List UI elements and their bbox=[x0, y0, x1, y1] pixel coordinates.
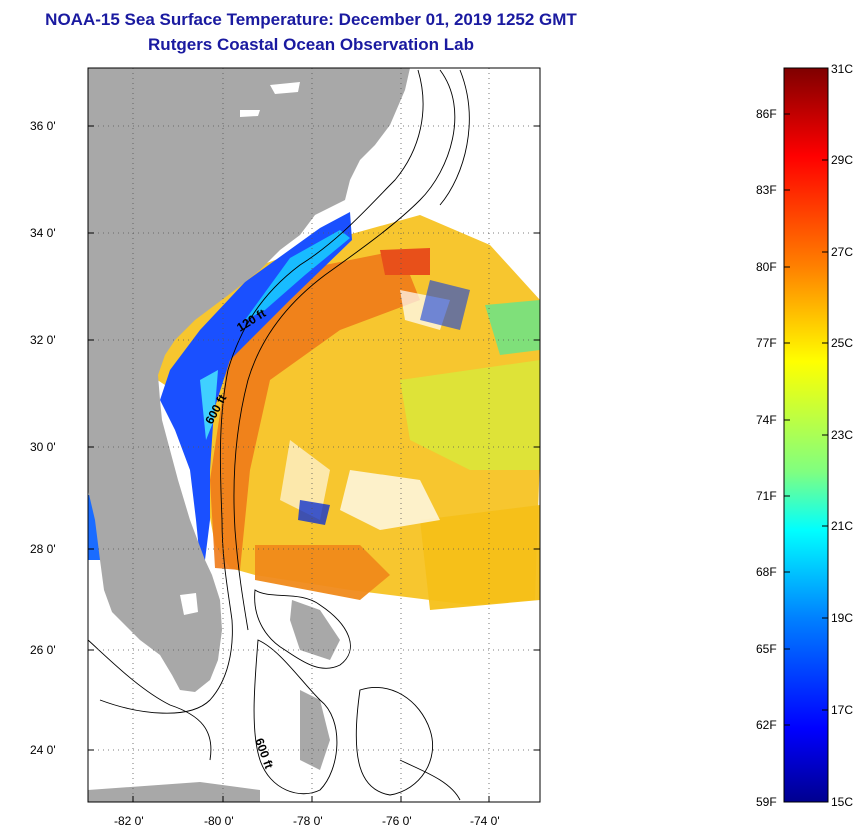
map-frame bbox=[87, 67, 541, 803]
lat-label: 26 0' bbox=[30, 643, 56, 657]
lat-label: 24 0' bbox=[30, 743, 56, 757]
colorbar-label-c: 25C bbox=[831, 336, 853, 350]
colorbar-label-c: 23C bbox=[831, 428, 853, 442]
colorbar-label-f: 77F bbox=[756, 336, 777, 350]
colorbar-label-c: 29C bbox=[831, 153, 853, 167]
lon-label: -78 0' bbox=[293, 814, 323, 828]
lon-label: -74 0' bbox=[470, 814, 500, 828]
map-subtitle: Rutgers Coastal Ocean Observation Lab bbox=[148, 35, 474, 54]
graticule bbox=[88, 68, 540, 802]
map-title: NOAA-15 Sea Surface Temperature: Decembe… bbox=[45, 10, 577, 29]
colorbar-gradient bbox=[783, 67, 829, 803]
sst-map: 120 ft 600 ft 600 ft 36 0' 34 0' 32 0' 3… bbox=[30, 67, 541, 828]
lon-label: -82 0' bbox=[114, 814, 144, 828]
colorbar-label-c: 15C bbox=[831, 795, 853, 809]
lon-label: -80 0' bbox=[204, 814, 234, 828]
axis-ticks bbox=[88, 125, 540, 802]
colorbar-label-f: 62F bbox=[756, 718, 777, 732]
lon-label: -76 0' bbox=[382, 814, 412, 828]
colorbar-label-f: 59F bbox=[756, 795, 777, 809]
colorbar-label-c: 27C bbox=[831, 245, 853, 259]
colorbar-label-c: 19C bbox=[831, 611, 853, 625]
colorbar-label-f: 86F bbox=[756, 107, 777, 121]
lat-label: 32 0' bbox=[30, 333, 56, 347]
lat-label: 36 0' bbox=[30, 119, 56, 133]
lat-label: 34 0' bbox=[30, 226, 56, 240]
colorbar-label-f: 83F bbox=[756, 183, 777, 197]
colorbar-ticks bbox=[784, 113, 828, 726]
landmass bbox=[88, 68, 410, 802]
lat-label: 28 0' bbox=[30, 542, 56, 556]
colorbar-label-c: 17C bbox=[831, 703, 853, 717]
sst-swath bbox=[88, 212, 540, 610]
lat-label: 30 0' bbox=[30, 440, 56, 454]
colorbar-label-f: 74F bbox=[756, 413, 777, 427]
colorbar-label-f: 71F bbox=[756, 489, 777, 503]
colorbar-label-c: 31C bbox=[831, 62, 853, 76]
temperature-colorbar: 86F 83F 80F 77F 74F 71F 68F 65F 62F 59F … bbox=[756, 62, 853, 809]
colorbar-label-f: 65F bbox=[756, 642, 777, 656]
colorbar-label-f: 68F bbox=[756, 565, 777, 579]
colorbar-label-c: 21C bbox=[831, 519, 853, 533]
bathymetry-contours bbox=[88, 69, 470, 801]
colorbar-label-f: 80F bbox=[756, 260, 777, 274]
